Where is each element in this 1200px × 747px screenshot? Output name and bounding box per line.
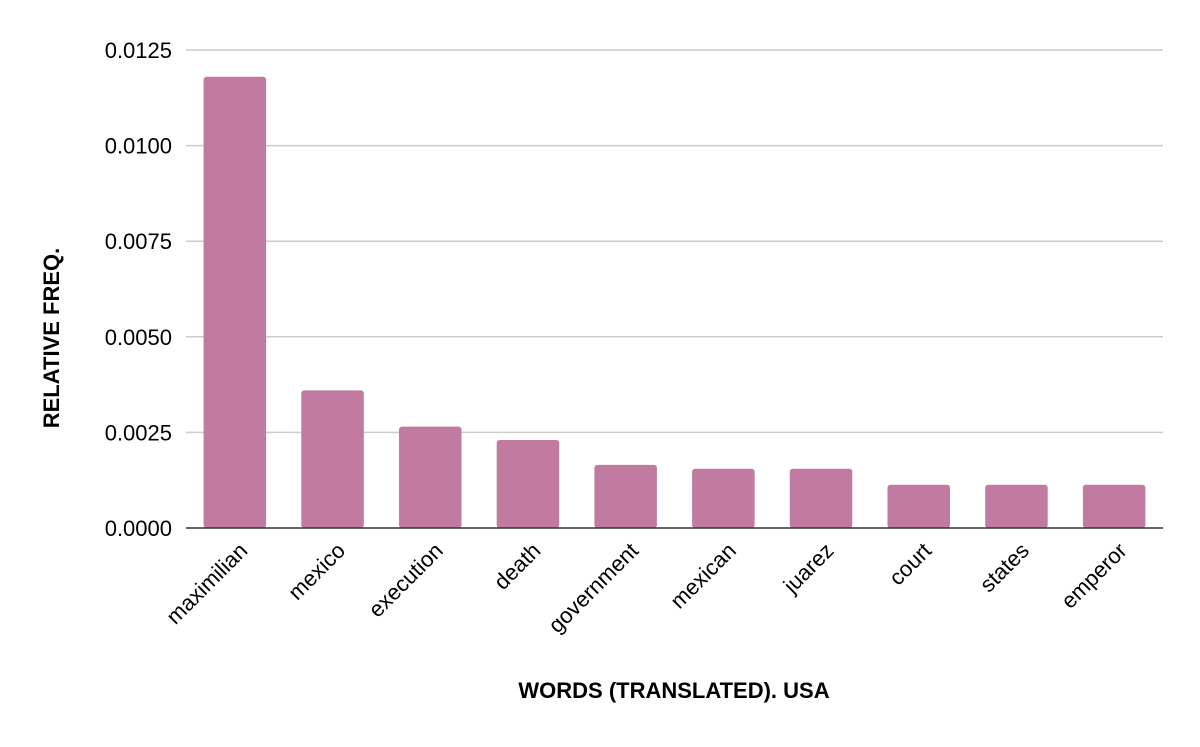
x-tick-label: death xyxy=(489,538,546,595)
y-tick-label: 0.0000 xyxy=(105,516,172,541)
bar-juarez xyxy=(789,468,853,528)
bar-execution xyxy=(398,426,462,528)
bar-death xyxy=(496,440,560,528)
bar-states xyxy=(985,484,1048,528)
bar-emperor xyxy=(1082,484,1146,528)
y-tick-label: 0.0025 xyxy=(105,420,172,445)
bar-court xyxy=(887,484,951,528)
x-tick-label: juarez xyxy=(778,538,839,599)
x-tick-labels: maximilian mexico execution deathgovernment… xyxy=(161,538,1131,638)
y-tick-label: 0.0125 xyxy=(105,38,172,63)
y-tick-label: 0.0050 xyxy=(105,325,172,350)
y-tick-label: 0.0075 xyxy=(105,229,172,254)
bar-mexican xyxy=(692,468,755,528)
y-axis-title: RELATIVE FREQ. xyxy=(39,248,64,429)
x-axis-title: WORDS (TRANSLATED). USA xyxy=(518,678,829,703)
x-tick-label: execution xyxy=(364,538,448,622)
y-tick-label: 0.0100 xyxy=(105,134,172,159)
x-tick-label: states xyxy=(975,538,1034,597)
y-tick-labels: 0.0000 0.0025 0.0050 0.0075 0.0100 0.0125 xyxy=(105,38,172,541)
x-tick-label: mexican xyxy=(665,538,741,614)
bar-government xyxy=(594,464,657,528)
bar-mexico xyxy=(301,390,364,528)
bars xyxy=(203,76,1146,528)
x-tick-label: court xyxy=(884,538,936,590)
x-tick-label: emperor xyxy=(1056,538,1132,614)
x-tick-label: mexico xyxy=(283,538,350,605)
x-tick-label: maximilian xyxy=(161,538,252,629)
bar-maximilian xyxy=(203,76,267,528)
gridlines xyxy=(186,49,1163,434)
x-tick-label: government xyxy=(543,538,643,638)
